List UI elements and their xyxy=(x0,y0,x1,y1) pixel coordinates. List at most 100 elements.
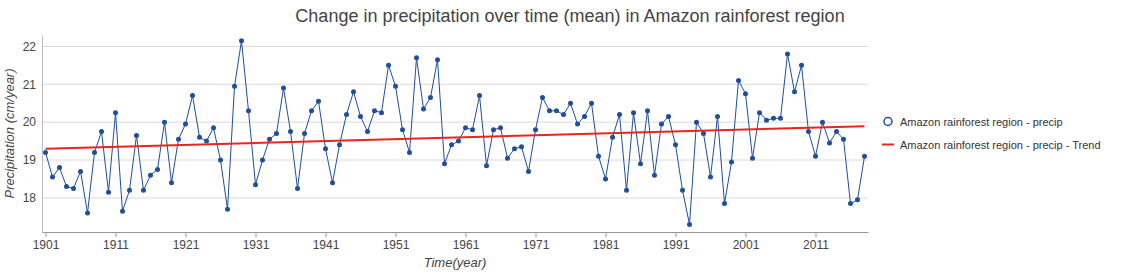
data-point xyxy=(806,129,811,134)
title: Change in precipitation over time (mean)… xyxy=(295,6,844,26)
grid-line xyxy=(42,84,868,85)
y-tick-label: 20 xyxy=(23,115,37,129)
x-axis-line xyxy=(43,232,869,233)
data-point xyxy=(113,110,118,115)
data-point xyxy=(673,142,678,147)
data-point xyxy=(148,173,153,178)
y-tick-label: 22 xyxy=(23,40,37,54)
data-point xyxy=(64,184,69,189)
x-tick-mark xyxy=(326,232,327,237)
x-tick: 1981 xyxy=(593,232,620,252)
data-point xyxy=(764,118,769,123)
data-point xyxy=(379,110,384,115)
data-point xyxy=(638,161,643,166)
data-point xyxy=(274,131,279,136)
data-point xyxy=(330,180,335,185)
data-point xyxy=(694,120,699,125)
data-point xyxy=(855,197,860,202)
y-tick-label: 19 xyxy=(23,153,37,167)
data-point xyxy=(533,127,538,132)
x-tick: 1951 xyxy=(383,232,410,252)
data-point xyxy=(561,112,566,117)
data-point xyxy=(183,122,188,127)
data-point xyxy=(505,156,510,161)
data-point xyxy=(99,129,104,134)
x-tick-label: 1981 xyxy=(593,238,620,252)
data-point xyxy=(484,163,489,168)
data-point xyxy=(617,112,622,117)
data-point xyxy=(260,158,265,163)
x-tick-mark xyxy=(396,232,397,237)
legend-label: Amazon rainforest region - precip xyxy=(900,116,1063,128)
data-point xyxy=(547,108,552,113)
x-tick-mark xyxy=(606,232,607,237)
data-point xyxy=(155,167,160,172)
grid-line xyxy=(42,160,868,161)
x-tick-label: 1951 xyxy=(383,238,410,252)
data-point xyxy=(470,127,475,132)
data-point xyxy=(358,114,363,119)
data-point xyxy=(428,95,433,100)
data-point xyxy=(239,38,244,43)
data-point xyxy=(477,93,482,98)
data-point xyxy=(407,150,412,155)
x-tick-mark xyxy=(746,232,747,237)
data-point xyxy=(778,116,783,121)
data-point xyxy=(449,142,454,147)
grid-line xyxy=(42,46,868,47)
data-point xyxy=(414,55,419,60)
y-tick: 21 xyxy=(23,78,42,92)
x-tick-mark xyxy=(816,232,817,237)
data-point xyxy=(372,108,377,113)
x-tick-label: 1941 xyxy=(313,238,340,252)
data-point xyxy=(421,106,426,111)
x-tick-mark xyxy=(256,232,257,237)
data-point xyxy=(841,137,846,142)
data-point xyxy=(442,161,447,166)
data-point xyxy=(736,78,741,83)
data-point xyxy=(43,150,48,155)
x-tick-label: 1911 xyxy=(103,238,129,252)
data-point xyxy=(785,51,790,56)
x-tick: 2001 xyxy=(733,232,760,252)
data-point xyxy=(302,131,307,136)
x-tick: 1911 xyxy=(103,232,129,252)
data-point xyxy=(463,125,468,130)
data-point xyxy=(92,150,97,155)
data-point xyxy=(568,101,573,106)
x-tick-mark xyxy=(46,232,47,237)
data-point xyxy=(127,188,132,193)
data-point xyxy=(820,120,825,125)
data-point xyxy=(204,139,209,144)
data-point xyxy=(813,154,818,159)
x-tick: 1921 xyxy=(173,232,200,252)
x-tick-label: 1921 xyxy=(173,238,200,252)
y-tick: 19 xyxy=(23,153,42,167)
data-point xyxy=(750,156,755,161)
data-point xyxy=(848,201,853,206)
data-point xyxy=(631,110,636,115)
data-point xyxy=(715,114,720,119)
data-point xyxy=(575,122,580,127)
data-point xyxy=(589,101,594,106)
data-point xyxy=(652,173,657,178)
data-point xyxy=(309,108,314,113)
data-point xyxy=(603,176,608,181)
data-point xyxy=(680,188,685,193)
legend-marker xyxy=(882,144,894,146)
data-point xyxy=(498,125,503,130)
x-tick: 1991 xyxy=(663,232,690,252)
data-point xyxy=(540,95,545,100)
data-point xyxy=(288,129,293,134)
y-axis: 1819202122 xyxy=(23,36,43,233)
data-point xyxy=(295,186,300,191)
data-point xyxy=(582,114,587,119)
data-point xyxy=(400,127,405,132)
data-point xyxy=(862,154,867,159)
x-tick-label: 1931 xyxy=(243,238,270,252)
plot-area xyxy=(43,38,867,227)
data-point xyxy=(610,135,615,140)
legend: Amazon rainforest region - precipAmazon … xyxy=(882,116,1101,151)
x-tick: 2011 xyxy=(803,232,829,252)
x-tick-label: 2001 xyxy=(733,238,760,252)
